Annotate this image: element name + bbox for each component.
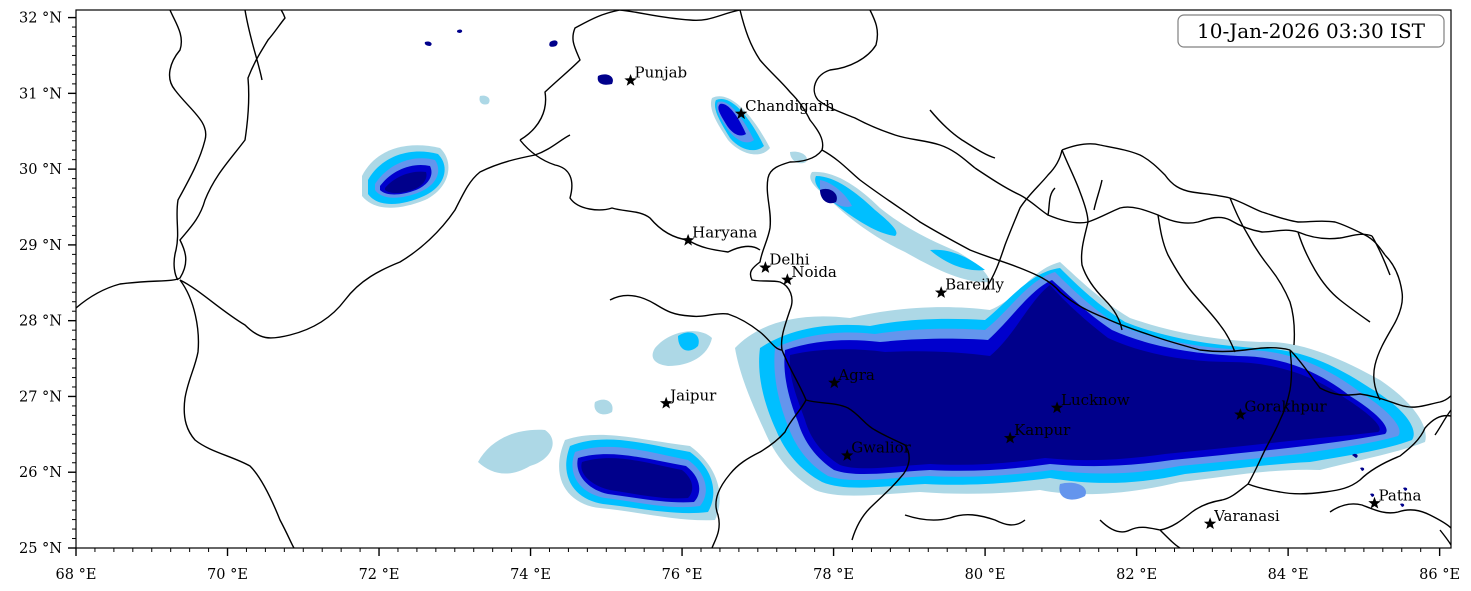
x-tick-label: 78 °E xyxy=(813,567,854,583)
city-label: Agra xyxy=(837,366,875,384)
city-star-icon xyxy=(828,376,841,389)
city-star-icon xyxy=(659,396,673,409)
city-label: Haryana xyxy=(692,223,757,241)
y-tick-label: 29 °N xyxy=(19,238,62,254)
city-star-icon xyxy=(1050,401,1064,414)
city-star-icon xyxy=(734,107,748,120)
x-tick-label: 86 °E xyxy=(1419,567,1460,583)
y-tick-label: 28 °N xyxy=(19,314,62,330)
city-label: Lucknow xyxy=(1061,391,1130,409)
city-star-icon xyxy=(759,261,772,273)
latitude-axis: 25 °N 26 °N 27 °N 28 °N 29 °N 30 °N 31 °N 32 °N xyxy=(19,11,76,557)
city-label: Varanasi xyxy=(1213,507,1280,525)
x-tick-label: 82 °E xyxy=(1116,567,1157,583)
x-tick-label: 80 °E xyxy=(965,567,1006,583)
city-label: Delhi xyxy=(769,251,809,269)
city-label: Gorakhpur xyxy=(1244,398,1327,416)
timestamp-box: 10-Jan-2026 03:30 IST xyxy=(1177,14,1445,48)
y-tick-label: 26 °N xyxy=(19,465,62,481)
city-label: Chandigarh xyxy=(745,97,835,115)
x-tick-label: 68 °E xyxy=(56,567,97,583)
x-tick-label: 72 °E xyxy=(359,567,400,583)
precipitation-layer xyxy=(362,29,1426,521)
city-star-icon xyxy=(841,449,854,461)
y-tick-label: 31 °N xyxy=(19,86,62,102)
x-tick-label: 70 °E xyxy=(207,567,248,583)
city-label: Kanpur xyxy=(1014,421,1071,439)
city-star-icon xyxy=(1203,517,1217,530)
admin-boundaries xyxy=(76,10,1451,548)
y-tick-label: 32 °N xyxy=(19,11,62,27)
y-tick-label: 30 °N xyxy=(19,162,62,178)
x-tick-label: 76 °E xyxy=(662,567,703,583)
city-label: Bareilly xyxy=(945,276,1004,294)
x-tick-label: 74 °E xyxy=(510,567,551,583)
x-tick-label: 84 °E xyxy=(1268,567,1309,583)
city-label: Noida xyxy=(791,263,837,281)
city-star-icon xyxy=(781,273,794,286)
y-tick-label: 25 °N xyxy=(19,541,62,557)
city-star-icon xyxy=(624,73,637,86)
city-star-icon xyxy=(934,286,948,298)
city-star-icon xyxy=(1368,496,1381,509)
city-star-icon xyxy=(1234,408,1247,420)
city-label: Punjab xyxy=(635,63,688,81)
y-tick-label: 27 °N xyxy=(19,389,62,405)
map-frame xyxy=(75,9,1452,549)
city-label: Gwalior xyxy=(851,439,911,457)
city-label: Jaipur xyxy=(668,386,717,404)
city-label: Patna xyxy=(1378,486,1421,504)
timestamp-label: 10-Jan-2026 03:30 IST xyxy=(1197,19,1426,43)
city-star-icon xyxy=(1003,431,1017,444)
longitude-axis: 68 °E 70 °E 72 °E 74 °E 76 °E 78 °E 80 °E 82 °E… xyxy=(56,548,1460,583)
city-star-icon xyxy=(681,233,695,246)
